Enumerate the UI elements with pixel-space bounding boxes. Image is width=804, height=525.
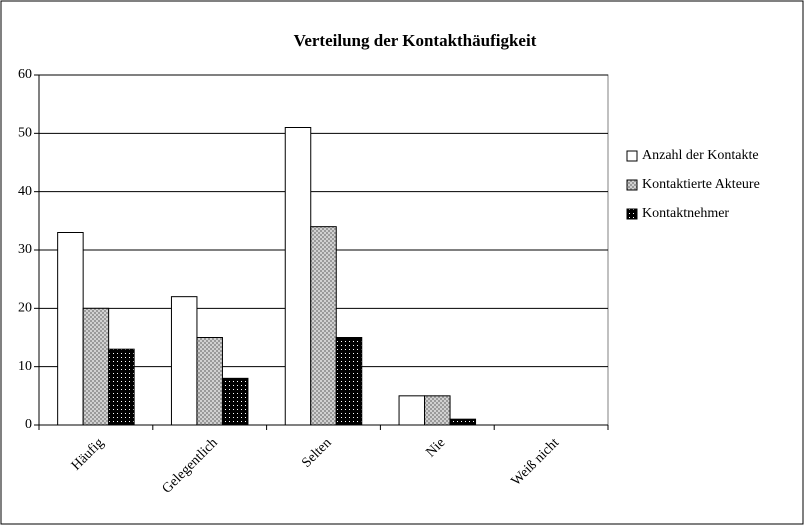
legend-swatch (626, 179, 638, 191)
y-tick-label: 30 (18, 242, 32, 257)
bar (170, 296, 198, 426)
legend-label: Anzahl der Kontakte (642, 148, 759, 163)
y-tick-label: 60 (18, 67, 32, 82)
bar (449, 418, 477, 426)
chart-title: Verteilung der Kontakthäufigkeit (294, 31, 537, 50)
y-tick-label: 0 (25, 417, 32, 432)
bar (221, 377, 249, 426)
bar (196, 337, 223, 426)
y-tick-label: 50 (18, 126, 32, 141)
legend-swatch (626, 150, 638, 162)
legend-swatch (626, 208, 638, 220)
bar (57, 232, 84, 426)
bar (284, 127, 312, 426)
bar (108, 348, 135, 426)
y-tick-label: 10 (18, 359, 32, 374)
y-tick-label: 40 (18, 184, 32, 199)
legend-label: Kontaktierte Akteure (642, 177, 760, 192)
y-tick-label: 20 (18, 301, 32, 316)
bar (335, 337, 363, 426)
bar (398, 395, 426, 426)
bar (310, 226, 337, 426)
bar (424, 395, 451, 426)
bar (82, 307, 110, 426)
legend-label: Kontaktnehmer (642, 206, 729, 221)
